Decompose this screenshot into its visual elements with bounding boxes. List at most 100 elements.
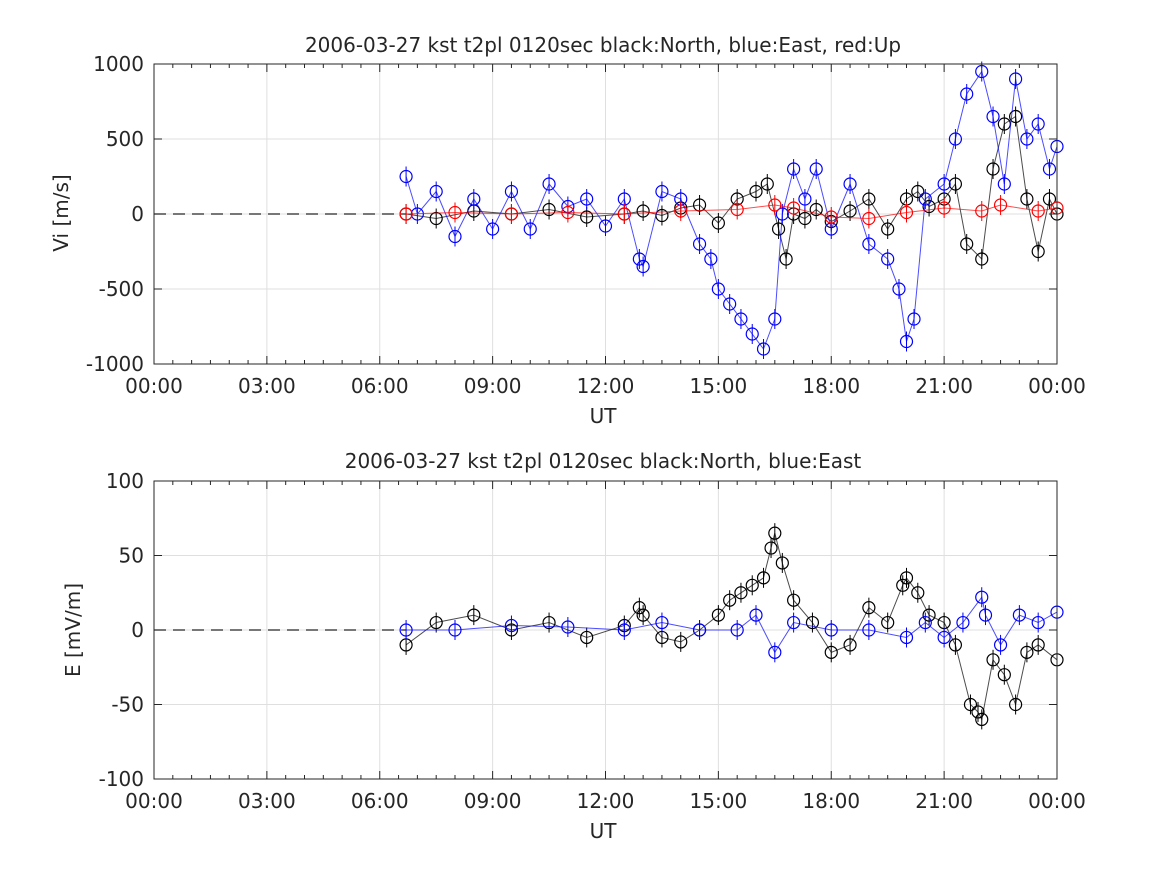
- velocity-data-point-east: [937, 177, 951, 191]
- velocity-data-point-north: [922, 199, 936, 214]
- velocity-data-point-east: [523, 222, 537, 236]
- electric-field-data-point-east: [768, 645, 782, 659]
- velocity-data-point-east: [655, 184, 669, 199]
- velocity-series-north: [399, 106, 1064, 269]
- velocity-data-point-north: [779, 252, 793, 266]
- velocity-data-point-east: [542, 177, 556, 191]
- velocity-y-tick-label: 1000: [93, 52, 144, 76]
- velocity-data-point-north: [960, 237, 974, 251]
- velocity-data-point-east: [723, 297, 737, 311]
- velocity-data-point-north: [760, 177, 774, 191]
- electric-field-x-tick-label: 06:00: [351, 789, 409, 813]
- electric-field-data-point-north: [775, 556, 789, 570]
- velocity-data-point-east: [734, 312, 748, 326]
- velocity-data-point-north: [1020, 192, 1034, 206]
- electric-field-y-tick-label: 50: [119, 544, 144, 568]
- velocity-data-point-up: [787, 201, 801, 215]
- electric-field-data-point-east: [862, 623, 876, 637]
- electric-field-x-axis-label: UT: [590, 819, 618, 843]
- electric-field-data-point-north: [986, 653, 1000, 667]
- electric-field-data-point-north: [899, 571, 914, 585]
- electric-field-data-point-north: [997, 668, 1011, 682]
- velocity-data-point-east: [399, 169, 413, 184]
- velocity-data-point-east: [881, 252, 895, 266]
- velocity-data-point-north: [911, 184, 925, 199]
- velocity-data-point-east: [1009, 72, 1023, 86]
- velocity-data-point-east: [798, 192, 812, 206]
- velocity-data-point-north: [771, 222, 786, 236]
- velocity-x-tick-label: 18:00: [802, 374, 860, 398]
- electric-field-data-point-north: [723, 593, 737, 607]
- velocity-data-point-east: [467, 192, 481, 206]
- velocity-data-point-up: [730, 202, 744, 217]
- electric-field-data-point-east: [1012, 608, 1026, 622]
- velocity-data-point-north: [798, 211, 812, 226]
- velocity-x-axis-label: UT: [590, 404, 618, 428]
- electric-field-x-tick-label: 00:00: [1028, 789, 1086, 813]
- velocity-data-point-north: [636, 204, 650, 218]
- electric-field-data-point-north: [824, 645, 838, 659]
- electric-field-panel: 2006-03-27 kst t2pl 0120sec black:North,…: [61, 449, 1086, 843]
- electric-field-data-point-north: [636, 608, 650, 622]
- electric-field-data-point-north: [787, 593, 801, 607]
- electric-field-data-point-east: [975, 590, 989, 604]
- electric-field-data-point-north: [975, 712, 989, 727]
- velocity-x-tick-label: 21:00: [915, 374, 973, 398]
- velocity-data-point-east: [486, 222, 500, 236]
- electric-field-data-point-north: [862, 601, 876, 615]
- velocity-data-point-up: [504, 207, 519, 221]
- velocity-data-point-east: [843, 177, 857, 191]
- velocity-data-point-up: [937, 201, 951, 215]
- velocity-data-point-north: [948, 177, 963, 191]
- velocity-data-point-east: [504, 184, 519, 199]
- electric-field-y-tick-label: -50: [111, 693, 144, 717]
- velocity-data-point-east: [907, 312, 921, 326]
- electric-field-data-point-north: [711, 608, 725, 622]
- electric-field-data-point-north: [745, 578, 759, 592]
- velocity-data-point-up: [899, 205, 914, 220]
- electric-field-data-point-north: [734, 586, 748, 600]
- electric-field-data-point-east: [655, 615, 669, 630]
- electric-field-data-point-north: [1009, 697, 1023, 712]
- velocity-data-point-up: [399, 207, 413, 221]
- electric-field-data-point-east: [399, 623, 413, 637]
- electric-field-data-point-north: [1031, 638, 1045, 652]
- velocity-data-point-north: [580, 210, 594, 224]
- velocity-data-point-up: [768, 198, 782, 212]
- velocity-data-point-east: [960, 87, 974, 101]
- electric-field-title: 2006-03-27 kst t2pl 0120sec black:North,…: [345, 449, 862, 473]
- velocity-data-point-up: [824, 210, 838, 224]
- velocity-data-point-east: [948, 132, 963, 146]
- electric-field-data-point-north: [764, 541, 778, 555]
- velocity-data-point-east: [704, 252, 718, 266]
- electric-field-x-tick-label: 15:00: [690, 789, 748, 813]
- velocity-data-point-east: [756, 342, 771, 356]
- electric-field-data-point-east: [978, 608, 993, 622]
- velocity-data-point-up: [862, 211, 876, 226]
- velocity-data-point-east: [636, 259, 650, 274]
- electric-field-data-point-north: [429, 615, 443, 630]
- velocity-data-point-east: [692, 237, 707, 251]
- electric-field-data-point-north: [674, 635, 688, 649]
- velocity-data-point-east: [768, 312, 782, 326]
- velocity-data-point-east: [892, 282, 906, 296]
- electric-field-data-point-north: [768, 526, 782, 540]
- velocity-data-point-east: [775, 207, 789, 221]
- velocity-y-tick-label: -1000: [86, 352, 144, 376]
- electric-field-data-point-north: [467, 608, 481, 622]
- electric-field-data-point-north: [896, 578, 910, 592]
- velocity-x-tick-label: 15:00: [690, 374, 748, 398]
- velocity-data-point-north: [862, 192, 876, 206]
- velocity-data-point-up: [993, 198, 1008, 212]
- velocity-data-point-north: [881, 222, 895, 236]
- velocity-x-tick-label: 12:00: [577, 374, 635, 398]
- electric-field-data-point-east: [749, 608, 763, 622]
- velocity-data-point-north: [986, 162, 1000, 176]
- electric-field-data-point-north: [971, 705, 985, 719]
- velocity-series-line-east: [405, 70, 1058, 351]
- electric-field-data-point-east: [918, 615, 932, 630]
- velocity-data-point-north: [975, 252, 989, 266]
- velocity-data-point-north: [1042, 192, 1057, 206]
- velocity-data-point-east: [429, 184, 443, 199]
